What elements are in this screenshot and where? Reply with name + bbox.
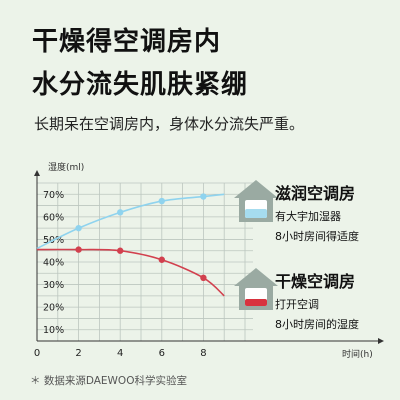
- y-tick-label: 30%: [43, 280, 64, 291]
- y-axis-label: 湿度(ml): [48, 161, 84, 173]
- legend-dry-line-2: 8小时房间的湿度: [275, 318, 359, 331]
- x-tick-label: 6: [159, 348, 165, 359]
- page-title-line-1: 干燥得空调房内: [32, 27, 222, 57]
- data-point-humid: [158, 197, 165, 205]
- legend-humid-room: 滋润空调房 有大宇加湿器 8小时房间得适度: [275, 180, 359, 244]
- legend-humid-title: 滋润空调房: [275, 184, 356, 203]
- data-point-dry: [158, 256, 165, 263]
- chart-series: [36, 193, 225, 297]
- y-tick-label: 20%: [43, 303, 64, 314]
- chart-grid: [36, 182, 253, 342]
- y-tick-label: 60%: [43, 212, 64, 223]
- series-line-dry: [36, 248, 225, 297]
- x-axis-label: 时间(h): [342, 348, 373, 360]
- dry-house-icon: [234, 268, 278, 310]
- y-tick-label: 10%: [43, 325, 64, 336]
- x-tick-label: 2: [75, 348, 81, 359]
- series-line-humid: [36, 193, 225, 250]
- data-point-humid: [75, 224, 82, 232]
- data-point-dry: [117, 247, 124, 254]
- y-axis-arrow: [34, 170, 40, 176]
- x-axis-arrow: [378, 338, 384, 344]
- x-tick-label: 8: [200, 348, 206, 359]
- data-source-note: ＊ 数据来源DAEWOO科学实验室: [30, 375, 187, 387]
- x-tick-label: 4: [117, 348, 123, 359]
- x-tick-label: 0: [34, 348, 40, 359]
- legend-dry-line-1: 打开空调: [275, 298, 319, 311]
- legend-dry-title: 干燥空调房: [275, 272, 356, 291]
- data-point-dry: [75, 246, 82, 253]
- data-point-dry: [200, 274, 207, 281]
- page-title-line-2: 水分流失肌肤紧绷: [32, 70, 249, 100]
- humid-house-icon: [234, 180, 278, 222]
- legend-humid-line-1: 有大宇加湿器: [275, 210, 341, 223]
- y-tick-label: 40%: [43, 258, 64, 269]
- legend-dry-room: 干燥空调房 打开空调 8小时房间的湿度: [275, 268, 359, 332]
- page-subtitle: 长期呆在空调房内，身体水分流失严重。: [34, 115, 305, 133]
- y-tick-label: 70%: [43, 190, 64, 201]
- data-point-humid: [117, 209, 124, 216]
- data-point-humid: [200, 193, 207, 200]
- legend-humid-line-2: 8小时房间得适度: [275, 230, 359, 243]
